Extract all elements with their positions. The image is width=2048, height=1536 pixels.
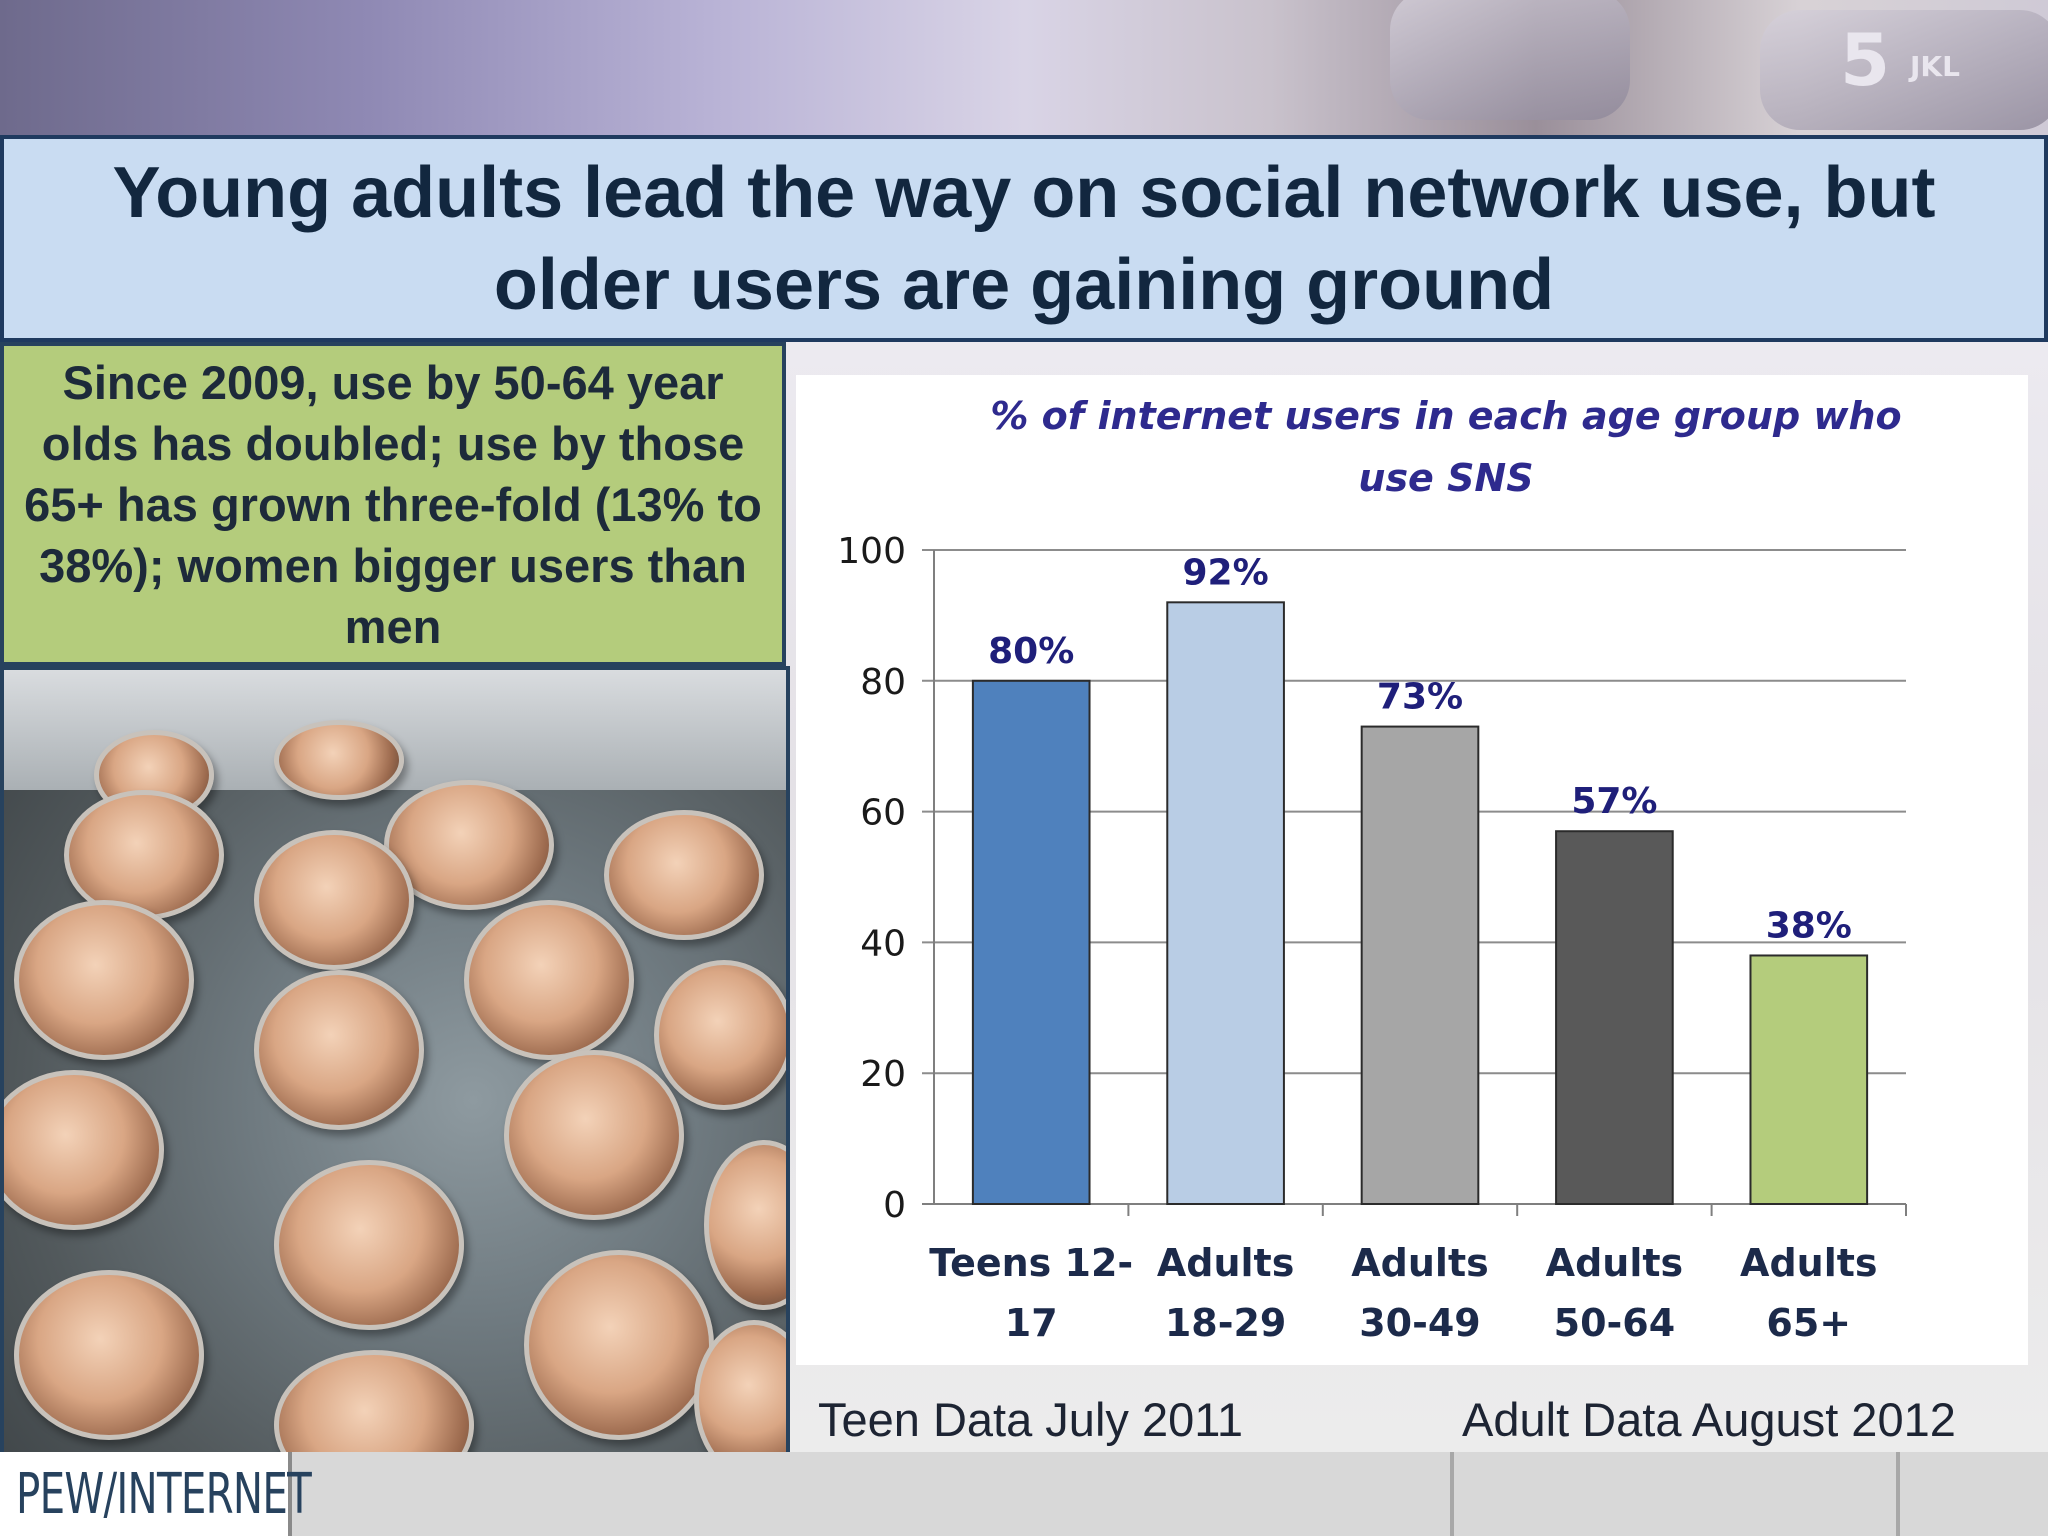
source-note-adult: Adult Data August 2012 <box>1462 1393 1956 1446</box>
keypad-key <box>1760 10 2048 130</box>
logo-area: PEW/INTERNET <box>0 1452 312 1536</box>
face-photo <box>654 960 786 1110</box>
callout-box: Since 2009, use by 50-64 year olds has d… <box>0 342 786 666</box>
keypad-letters: JKL <box>1910 50 1960 83</box>
chart-panel: % of internet users in each age group wh… <box>796 375 2028 1365</box>
face-photo <box>704 1140 786 1310</box>
x-category-label: 50-64 <box>1554 1301 1676 1345</box>
face-photo <box>274 1350 474 1452</box>
face-photo <box>4 1070 164 1230</box>
bar <box>1555 830 1674 1205</box>
bar <box>971 679 1091 1205</box>
face-photo <box>274 720 404 800</box>
y-tick-label: 80 <box>860 662 906 703</box>
face-photo <box>464 900 634 1060</box>
data-label: 73% <box>1377 677 1463 718</box>
x-category-label: Adults <box>1157 1241 1294 1285</box>
face-photo <box>524 1250 714 1440</box>
face-photo <box>274 1160 464 1330</box>
x-category-label: 65+ <box>1766 1301 1851 1345</box>
slide-title: Young adults lead the way on social netw… <box>112 152 1936 325</box>
face-photo <box>14 900 194 1060</box>
x-category-label: 30-49 <box>1359 1301 1481 1345</box>
callout-text: Since 2009, use by 50-64 year olds has d… <box>24 355 762 653</box>
face-photo <box>14 1270 204 1440</box>
source-note-teen: Teen Data July 2011 <box>818 1393 1244 1446</box>
y-tick-label: 100 <box>837 531 906 572</box>
bar <box>1166 601 1285 1205</box>
keypad-digit: 5 <box>1840 18 1891 102</box>
x-category-label: Adults <box>1351 1241 1488 1285</box>
y-tick-label: 0 <box>883 1185 906 1226</box>
face-photo <box>604 810 764 940</box>
bar-chart: 0 20 40 60 80 100 80% Teens 12- 17 92% Adults 18-29… <box>837 531 1907 1345</box>
footer-divider <box>1450 1452 1454 1536</box>
y-tick-label: 40 <box>860 923 906 964</box>
pew-internet-logo: PEW/INTERNET <box>16 1462 312 1527</box>
bar <box>1360 725 1480 1205</box>
chart-title: % of internet users in each age group wh… <box>990 394 1902 500</box>
x-category-label: 18-29 <box>1165 1301 1287 1345</box>
footer-divider <box>1896 1452 1900 1536</box>
data-label: 38% <box>1766 905 1852 946</box>
x-category-label: Teens 12- <box>929 1241 1133 1285</box>
keypad-key <box>1390 0 1630 120</box>
footer-bar: PEW/INTERNET <box>0 1452 2048 1536</box>
data-label: 92% <box>1183 552 1269 593</box>
face-photo <box>64 790 224 920</box>
x-category-label: Adults <box>1546 1241 1683 1285</box>
x-category-label: 17 <box>1005 1301 1058 1345</box>
face-photo <box>504 1050 684 1220</box>
y-tick-label: 60 <box>860 793 906 834</box>
face-photo <box>254 830 414 970</box>
header-photo-band: 5 JKL <box>0 0 2048 140</box>
title-banner: Young adults lead the way on social netw… <box>0 135 2048 342</box>
x-category-label: Adults <box>1740 1241 1877 1285</box>
bar <box>1749 954 1869 1205</box>
y-tick-label: 20 <box>860 1054 906 1095</box>
globe-faces-photo <box>0 666 790 1456</box>
face-photo <box>254 970 424 1130</box>
data-label: 80% <box>988 631 1074 672</box>
data-label: 57% <box>1571 781 1657 822</box>
